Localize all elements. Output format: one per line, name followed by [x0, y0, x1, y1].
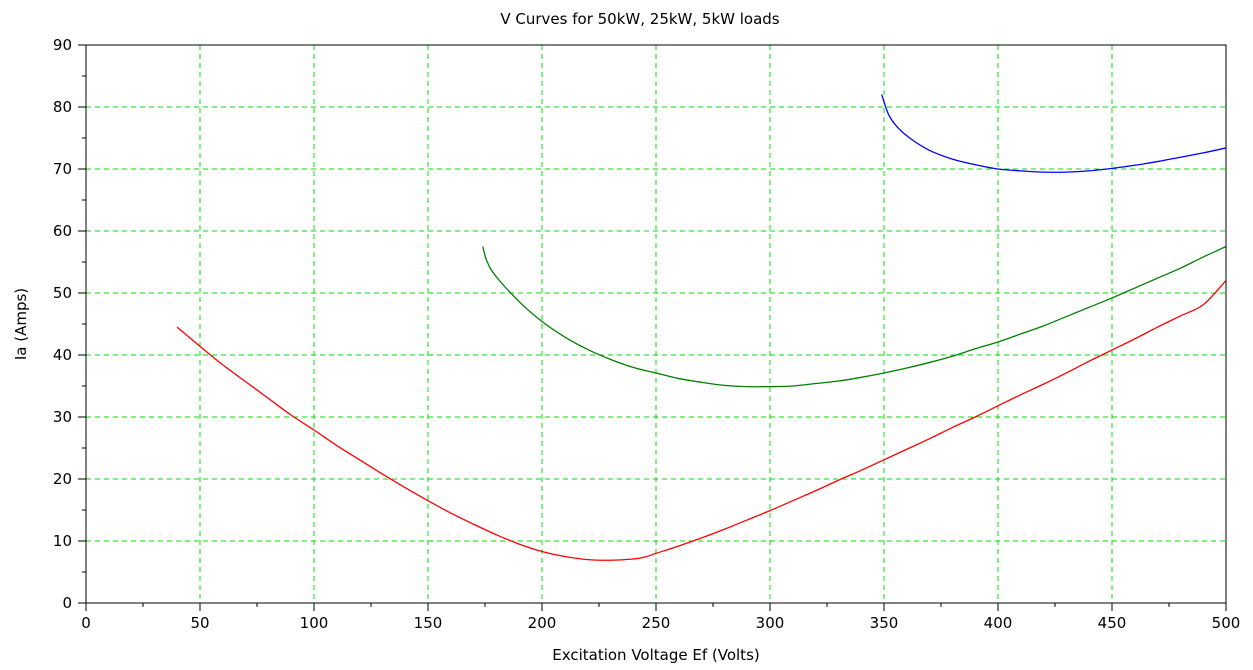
grid-layer: [86, 45, 1226, 603]
y-tick-label: 70: [53, 160, 72, 178]
y-axis-label: Ia (Amps): [12, 288, 30, 360]
x-axis-label: Excitation Voltage Ef (Volts): [552, 646, 759, 664]
y-tick-label: 50: [53, 284, 72, 302]
y-tick-label: 60: [53, 222, 72, 240]
x-tick-label: 200: [528, 614, 557, 632]
x-tick-label: 100: [300, 614, 329, 632]
x-tick-label: 450: [1098, 614, 1127, 632]
x-tick-label: 150: [414, 614, 443, 632]
y-tick-label: 40: [53, 346, 72, 364]
chart-title: V Curves for 50kW, 25kW, 5kW loads: [500, 10, 779, 28]
series-layer: [176, 94, 1227, 561]
x-tick-label: 350: [870, 614, 899, 632]
x-tick-label: 400: [984, 614, 1013, 632]
tick-label-layer: 0 50 100 150 200 250 300 350 400 450 500 0 10 20 30 40 5…: [53, 36, 1240, 632]
y-tick-label: 80: [53, 98, 72, 116]
x-tick-label: 300: [756, 614, 785, 632]
y-tick-label: 90: [53, 36, 72, 54]
y-tick-label: 20: [53, 470, 72, 488]
series-line-2: [482, 245, 1227, 388]
x-tick-label: 50: [190, 614, 209, 632]
tick-layer: [78, 44, 1227, 611]
y-tick-label: 30: [53, 408, 72, 426]
series-line-1: [881, 94, 1227, 173]
y-tick-label: 10: [53, 532, 72, 550]
y-tick-label: 0: [62, 594, 72, 612]
x-tick-label: 250: [642, 614, 671, 632]
series-line-3: [176, 280, 1227, 561]
x-tick-label: 0: [81, 614, 91, 632]
x-tick-label: 500: [1212, 614, 1241, 632]
